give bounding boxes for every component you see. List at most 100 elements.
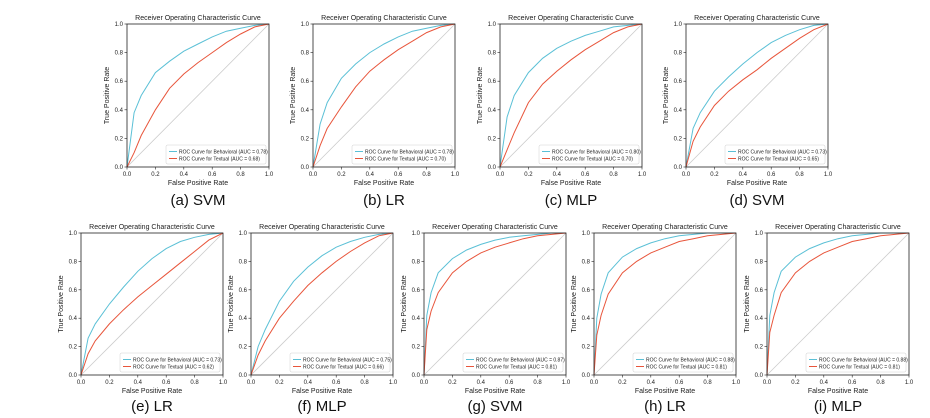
x-tick-label: 0.8 [609, 172, 618, 178]
legend-label: ROC Curve for Behavioral (AUC = 0.73) [738, 149, 827, 155]
roc-panel-5: Receiver Operating Characteristic Curve 0… [58, 224, 228, 415]
y-axis-label: True Positive Rate [290, 67, 297, 124]
legend-label: ROC Curve for Textual (AUC = 0.70) [365, 156, 446, 162]
roc-panel-7: Receiver Operating Characteristic Curve 0… [401, 224, 571, 415]
y-tick-label: 0.0 [755, 373, 764, 379]
chance-diagonal-line [499, 23, 643, 168]
legend-box [805, 352, 907, 373]
textual-roc-line [685, 23, 829, 168]
x-tick-label: 0.8 [422, 172, 431, 178]
y-tick-label: 0.2 [674, 136, 683, 142]
roc-panel-8: Receiver Operating Characteristic Curve 0… [571, 224, 741, 415]
chart-title: Receiver Operating Characteristic Curve [508, 15, 634, 22]
y-tick-label: 0.2 [115, 136, 124, 142]
y-tick-label: 0.8 [755, 259, 764, 265]
y-tick-label: 0.4 [239, 316, 248, 322]
y-tick-label: 0.4 [582, 316, 591, 322]
legend-box [462, 352, 564, 373]
chart-title: Receiver Operating Characteristic Curve [259, 224, 385, 231]
y-axis-label: True Positive Rate [58, 275, 65, 332]
y-tick-label: 0.4 [115, 108, 124, 114]
chart-title: Receiver Operating Characteristic Curve [432, 224, 558, 231]
x-axis-label: False Positive Rate [292, 388, 352, 395]
textual-roc-line [312, 23, 456, 168]
chart-title: Receiver Operating Characteristic Curve [602, 224, 728, 231]
x-tick-label: 0.6 [332, 380, 341, 386]
x-tick-label: 1.0 [732, 380, 741, 386]
panel-caption: (e) LR [131, 398, 173, 415]
y-tick-label: 1.0 [674, 22, 683, 28]
behavioral-roc-line [312, 23, 456, 168]
x-tick-label: 1.0 [219, 380, 228, 386]
legend-box [165, 144, 267, 165]
x-tick-label: 0.4 [647, 380, 656, 386]
y-tick-label: 0.2 [69, 345, 78, 351]
y-tick-label: 0.2 [412, 345, 421, 351]
x-tick-label: 0.0 [590, 380, 599, 386]
chart-title: Receiver Operating Characteristic Curve [135, 15, 261, 22]
y-tick-label: 0.6 [115, 79, 124, 85]
x-tick-label: 0.6 [505, 380, 514, 386]
behavioral-roc-line [250, 232, 394, 376]
panel-caption: (b) LR [363, 192, 405, 209]
legend-label: ROC Curve for Behavioral (AUC = 0.87) [476, 357, 565, 363]
y-tick-label: 0.2 [301, 136, 310, 142]
x-tick-label: 0.8 [795, 172, 804, 178]
chart-title: Receiver Operating Characteristic Curve [694, 15, 820, 22]
x-tick-label: 1.0 [638, 172, 647, 178]
plot-frame [593, 232, 737, 376]
chance-diagonal-line [423, 232, 567, 376]
y-tick-label: 0.4 [674, 108, 683, 114]
y-tick-label: 0.0 [488, 165, 497, 171]
x-tick-label: 0.8 [190, 380, 199, 386]
x-tick-label: 0.8 [876, 380, 885, 386]
x-axis-label: False Positive Rate [122, 388, 182, 395]
legend-label: ROC Curve for Textual (AUC = 0.66) [303, 364, 384, 370]
y-tick-label: 0.8 [301, 51, 310, 57]
panel-caption: (h) LR [644, 398, 686, 415]
x-tick-label: 0.4 [304, 380, 313, 386]
y-tick-label: 0.4 [69, 316, 78, 322]
legend-label: ROC Curve for Behavioral (AUC = 0.78) [179, 149, 268, 155]
y-tick-label: 1.0 [755, 231, 764, 237]
x-tick-label: 0.0 [420, 380, 429, 386]
y-tick-label: 0.8 [412, 259, 421, 265]
x-tick-label: 1.0 [905, 380, 914, 386]
y-tick-label: 0.6 [674, 79, 683, 85]
x-tick-label: 0.6 [767, 172, 776, 178]
y-tick-label: 1.0 [301, 22, 310, 28]
x-tick-label: 1.0 [562, 380, 571, 386]
behavioral-roc-line [126, 23, 270, 168]
y-axis-label: True Positive Rate [477, 67, 484, 124]
x-tick-label: 0.8 [533, 380, 542, 386]
chance-diagonal-line [80, 232, 224, 376]
x-tick-label: 0.0 [309, 172, 318, 178]
x-tick-label: 0.2 [337, 172, 346, 178]
x-tick-label: 0.2 [710, 172, 719, 178]
x-tick-label: 0.0 [682, 172, 691, 178]
y-tick-label: 0.8 [69, 259, 78, 265]
y-tick-label: 0.0 [115, 165, 124, 171]
legend-label: ROC Curve for Behavioral (AUC = 0.88) [819, 357, 908, 363]
x-tick-label: 0.6 [848, 380, 857, 386]
legend-label: ROC Curve for Behavioral (AUC = 0.80) [552, 149, 641, 155]
legend-box [632, 352, 734, 373]
x-tick-label: 0.0 [123, 172, 132, 178]
y-tick-label: 1.0 [582, 231, 591, 237]
y-tick-label: 0.4 [755, 316, 764, 322]
x-tick-label: 1.0 [451, 172, 460, 178]
roc-panel-6: Receiver Operating Characteristic Curve 0… [228, 224, 398, 415]
textual-roc-line [593, 232, 737, 376]
x-tick-label: 0.2 [524, 172, 533, 178]
x-tick-label: 0.4 [739, 172, 748, 178]
x-axis-label: False Positive Rate [541, 180, 601, 187]
y-tick-label: 1.0 [239, 231, 248, 237]
y-tick-label: 0.4 [488, 108, 497, 114]
x-tick-label: 0.2 [618, 380, 627, 386]
y-tick-label: 0.0 [582, 373, 591, 379]
y-tick-label: 0.8 [488, 51, 497, 57]
chart-title: Receiver Operating Characteristic Curve [321, 15, 447, 22]
y-tick-label: 0.6 [239, 288, 248, 294]
roc-panel-2: Receiver Operating Characteristic Curve 0… [290, 15, 460, 209]
